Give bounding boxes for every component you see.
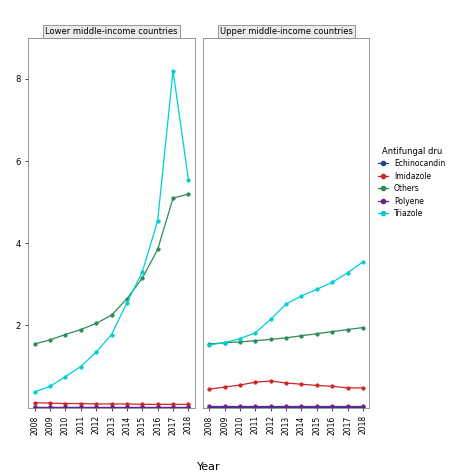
Title: Lower middle-income countries: Lower middle-income countries: [45, 27, 178, 36]
Text: Year: Year: [197, 462, 220, 472]
Legend: Echinocandin, Imidazole, Others, Polyene, Triazole: Echinocandin, Imidazole, Others, Polyene…: [377, 145, 447, 219]
Title: Upper middle-income countries: Upper middle-income countries: [219, 27, 353, 36]
